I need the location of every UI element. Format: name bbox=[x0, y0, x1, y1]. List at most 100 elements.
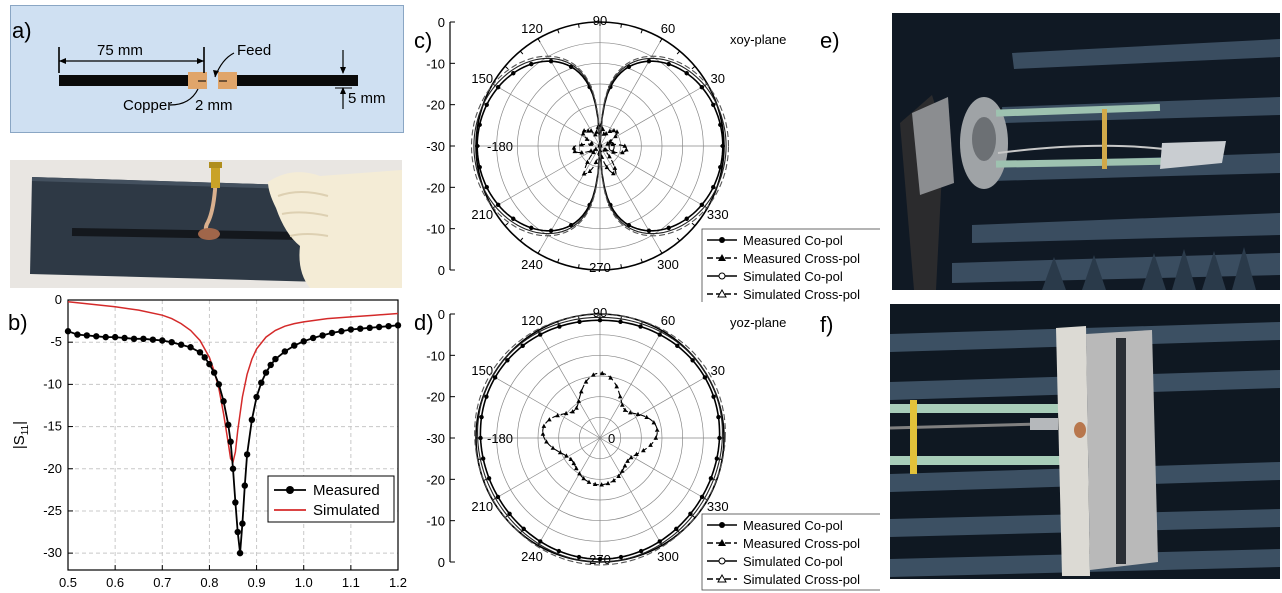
antenna-under-test bbox=[1160, 141, 1226, 169]
data-point-measured bbox=[121, 334, 128, 342]
y-axis-label: |S11| bbox=[11, 421, 31, 449]
x-tick-label: 0.5 bbox=[59, 575, 77, 590]
angle-label: 300 bbox=[657, 257, 679, 272]
radial-tick-label: 0 bbox=[438, 263, 445, 278]
y-tick-label: -5 bbox=[50, 334, 62, 349]
pattern-point bbox=[666, 225, 671, 231]
legend-marker bbox=[286, 486, 294, 494]
pattern-measured-cross-pol bbox=[573, 124, 627, 175]
pattern-point bbox=[486, 476, 492, 481]
x-tick-label: 0.7 bbox=[153, 575, 171, 590]
anechoic-setup-photo-e bbox=[892, 13, 1280, 290]
polar-tick bbox=[691, 222, 696, 227]
fiberglass-rod-top bbox=[995, 103, 1161, 117]
pattern-point bbox=[599, 370, 605, 376]
legend-marker bbox=[718, 557, 726, 565]
pattern-point bbox=[571, 145, 577, 150]
radial-tick-label: -20 bbox=[426, 98, 445, 113]
data-point-measured bbox=[357, 325, 364, 332]
length-label: 75 mm bbox=[97, 42, 143, 59]
pattern-point bbox=[608, 375, 613, 380]
polar-tick bbox=[659, 249, 663, 254]
radial-tick-label: -20 bbox=[426, 472, 445, 487]
data-point-measured bbox=[93, 333, 100, 340]
legend-marker bbox=[719, 237, 725, 243]
angle-label: 30 bbox=[711, 71, 725, 86]
radial-tick-label: 0 bbox=[438, 555, 445, 570]
plane-title: xoy-plane bbox=[730, 32, 786, 47]
pattern-point bbox=[484, 185, 489, 190]
pattern-point bbox=[684, 216, 689, 221]
radial-tick-label: 0 bbox=[438, 15, 445, 30]
radial-tick-label: -10 bbox=[426, 56, 445, 71]
angle-label: 240 bbox=[521, 549, 543, 564]
data-point-measured bbox=[253, 393, 260, 401]
legend-marker bbox=[719, 522, 725, 528]
angle-label: 0 bbox=[608, 139, 615, 154]
pattern-point bbox=[581, 171, 587, 176]
pattern-point bbox=[622, 407, 628, 412]
data-point-measured bbox=[225, 421, 232, 429]
pattern-point bbox=[484, 102, 489, 107]
pattern-point bbox=[614, 129, 620, 134]
polar-tick bbox=[557, 29, 560, 34]
pattern-point bbox=[574, 405, 579, 410]
pattern-point bbox=[690, 358, 695, 363]
pattern-point bbox=[475, 143, 480, 149]
antenna-photo bbox=[10, 160, 402, 288]
printed-slot bbox=[1116, 338, 1126, 564]
pattern-point bbox=[626, 64, 632, 70]
pattern-point bbox=[577, 471, 582, 476]
x-tick-label: 1.2 bbox=[389, 575, 407, 590]
legend-entry: Simulated Cross-pol bbox=[743, 287, 860, 302]
width-label: 5 mm bbox=[348, 90, 386, 107]
pattern-point bbox=[717, 435, 722, 441]
pattern-point bbox=[616, 473, 621, 478]
legend-entry: Measured Co-pol bbox=[743, 233, 843, 248]
pattern-point bbox=[572, 148, 578, 154]
pattern-point bbox=[611, 127, 617, 133]
pattern-point bbox=[574, 465, 579, 471]
pattern-point bbox=[646, 59, 652, 64]
pattern-point bbox=[620, 149, 625, 155]
pattern-simulated-cross-pol bbox=[474, 313, 726, 566]
feed-gap bbox=[207, 75, 218, 86]
pattern-simulated-co-pol bbox=[473, 57, 727, 235]
pattern-point bbox=[588, 128, 594, 133]
data-point-measured bbox=[215, 381, 223, 388]
polar-tick bbox=[519, 237, 524, 242]
data-point-measured bbox=[309, 334, 317, 342]
angle-label: 300 bbox=[657, 549, 679, 564]
pattern-point bbox=[578, 389, 584, 394]
polar-tick bbox=[504, 222, 509, 227]
substrate-board bbox=[30, 177, 323, 282]
legend-marker bbox=[717, 573, 727, 583]
data-point-measured bbox=[394, 322, 402, 329]
pattern-point bbox=[541, 423, 547, 428]
pattern-point bbox=[605, 141, 610, 146]
pattern-point bbox=[492, 375, 498, 380]
data-point-measured bbox=[210, 369, 218, 376]
pattern-point bbox=[618, 554, 624, 560]
pattern-point bbox=[568, 222, 574, 228]
pattern-point bbox=[711, 394, 716, 399]
x-tick-label: 0.6 bbox=[106, 575, 124, 590]
angle-label: 60 bbox=[661, 21, 675, 36]
polar-chart-yoz: 9060300330300270240210-1801501200-10-20-… bbox=[426, 305, 880, 591]
angle-label: 30 bbox=[711, 363, 725, 378]
pattern-point bbox=[529, 225, 534, 231]
panel-label-f: f) bbox=[820, 312, 834, 337]
pattern-point bbox=[550, 445, 556, 450]
pattern-point bbox=[495, 85, 501, 90]
angle-label: 60 bbox=[661, 313, 675, 328]
angle-label: 210 bbox=[471, 499, 493, 514]
pattern-point bbox=[597, 556, 603, 562]
photo-f-svg bbox=[890, 304, 1280, 579]
pattern-point bbox=[581, 128, 587, 133]
pattern-point bbox=[511, 71, 516, 76]
pattern-point bbox=[556, 548, 562, 554]
data-point-measured bbox=[83, 332, 91, 339]
pattern-point bbox=[591, 149, 596, 155]
pattern-point bbox=[625, 458, 630, 463]
pattern-point bbox=[607, 154, 612, 159]
